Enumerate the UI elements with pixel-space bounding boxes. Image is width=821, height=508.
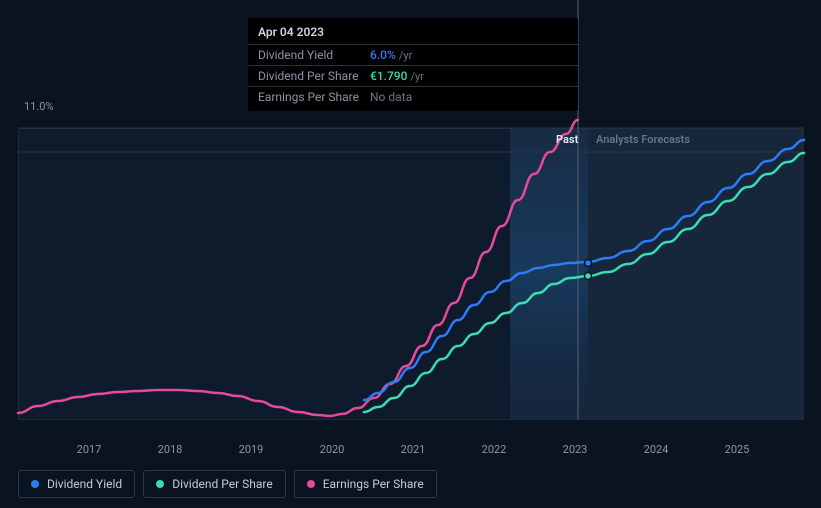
- tooltip-row-label: Dividend Per Share: [258, 69, 370, 83]
- x-axis: 2017 2018 2019 2020 2021 2022 2023 2024 2025: [0, 438, 821, 460]
- plot-area[interactable]: Past Analysts Forecasts: [18, 128, 804, 420]
- legend-dot: [307, 480, 315, 488]
- tooltip-row: Dividend Yield6.0%/yr: [248, 45, 578, 66]
- legend-dot: [156, 480, 164, 488]
- tooltip-row-value: €1.790/yr: [370, 69, 424, 83]
- legend-label: Dividend Yield: [47, 477, 122, 491]
- legend-dot: [31, 480, 39, 488]
- chart-legend: Dividend Yield Dividend Per Share Earnings…: [18, 470, 437, 498]
- tooltip-row-value: No data: [370, 90, 412, 104]
- x-axis-tick: 2019: [239, 443, 264, 456]
- forecast-label: Analysts Forecasts: [596, 133, 690, 146]
- x-axis-tick: 2025: [725, 443, 750, 456]
- tooltip-row-value: 6.0%/yr: [370, 48, 412, 62]
- x-axis-tick: 2018: [158, 443, 183, 456]
- tooltip-date: Apr 04 2023: [248, 18, 578, 45]
- x-axis-tick: 2024: [644, 443, 669, 456]
- x-axis-tick: 2020: [320, 443, 345, 456]
- legend-item[interactable]: Dividend Per Share: [143, 470, 286, 498]
- chart-tooltip: Apr 04 2023 Dividend Yield6.0%/yrDividen…: [248, 18, 578, 111]
- x-axis-tick: 2022: [482, 443, 507, 456]
- legend-label: Dividend Per Share: [172, 477, 273, 491]
- x-axis-tick: 2021: [401, 443, 426, 456]
- past-label: Past: [556, 133, 578, 146]
- tooltip-row: Dividend Per Share€1.790/yr: [248, 66, 578, 87]
- legend-item[interactable]: Earnings Per Share: [294, 470, 437, 498]
- tooltip-row-label: Earnings Per Share: [258, 90, 370, 104]
- legend-item[interactable]: Dividend Yield: [18, 470, 135, 498]
- y-axis-max: 11.0%: [24, 100, 54, 113]
- x-axis-tick: 2017: [77, 443, 102, 456]
- tooltip-row-label: Dividend Yield: [258, 48, 370, 62]
- x-axis-tick: 2023: [563, 443, 588, 456]
- legend-label: Earnings Per Share: [323, 477, 424, 491]
- dividend-chart: 11.0% 0% Past Analysts Forecasts 2017201…: [0, 100, 821, 460]
- tooltip-row: Earnings Per ShareNo data: [248, 87, 578, 111]
